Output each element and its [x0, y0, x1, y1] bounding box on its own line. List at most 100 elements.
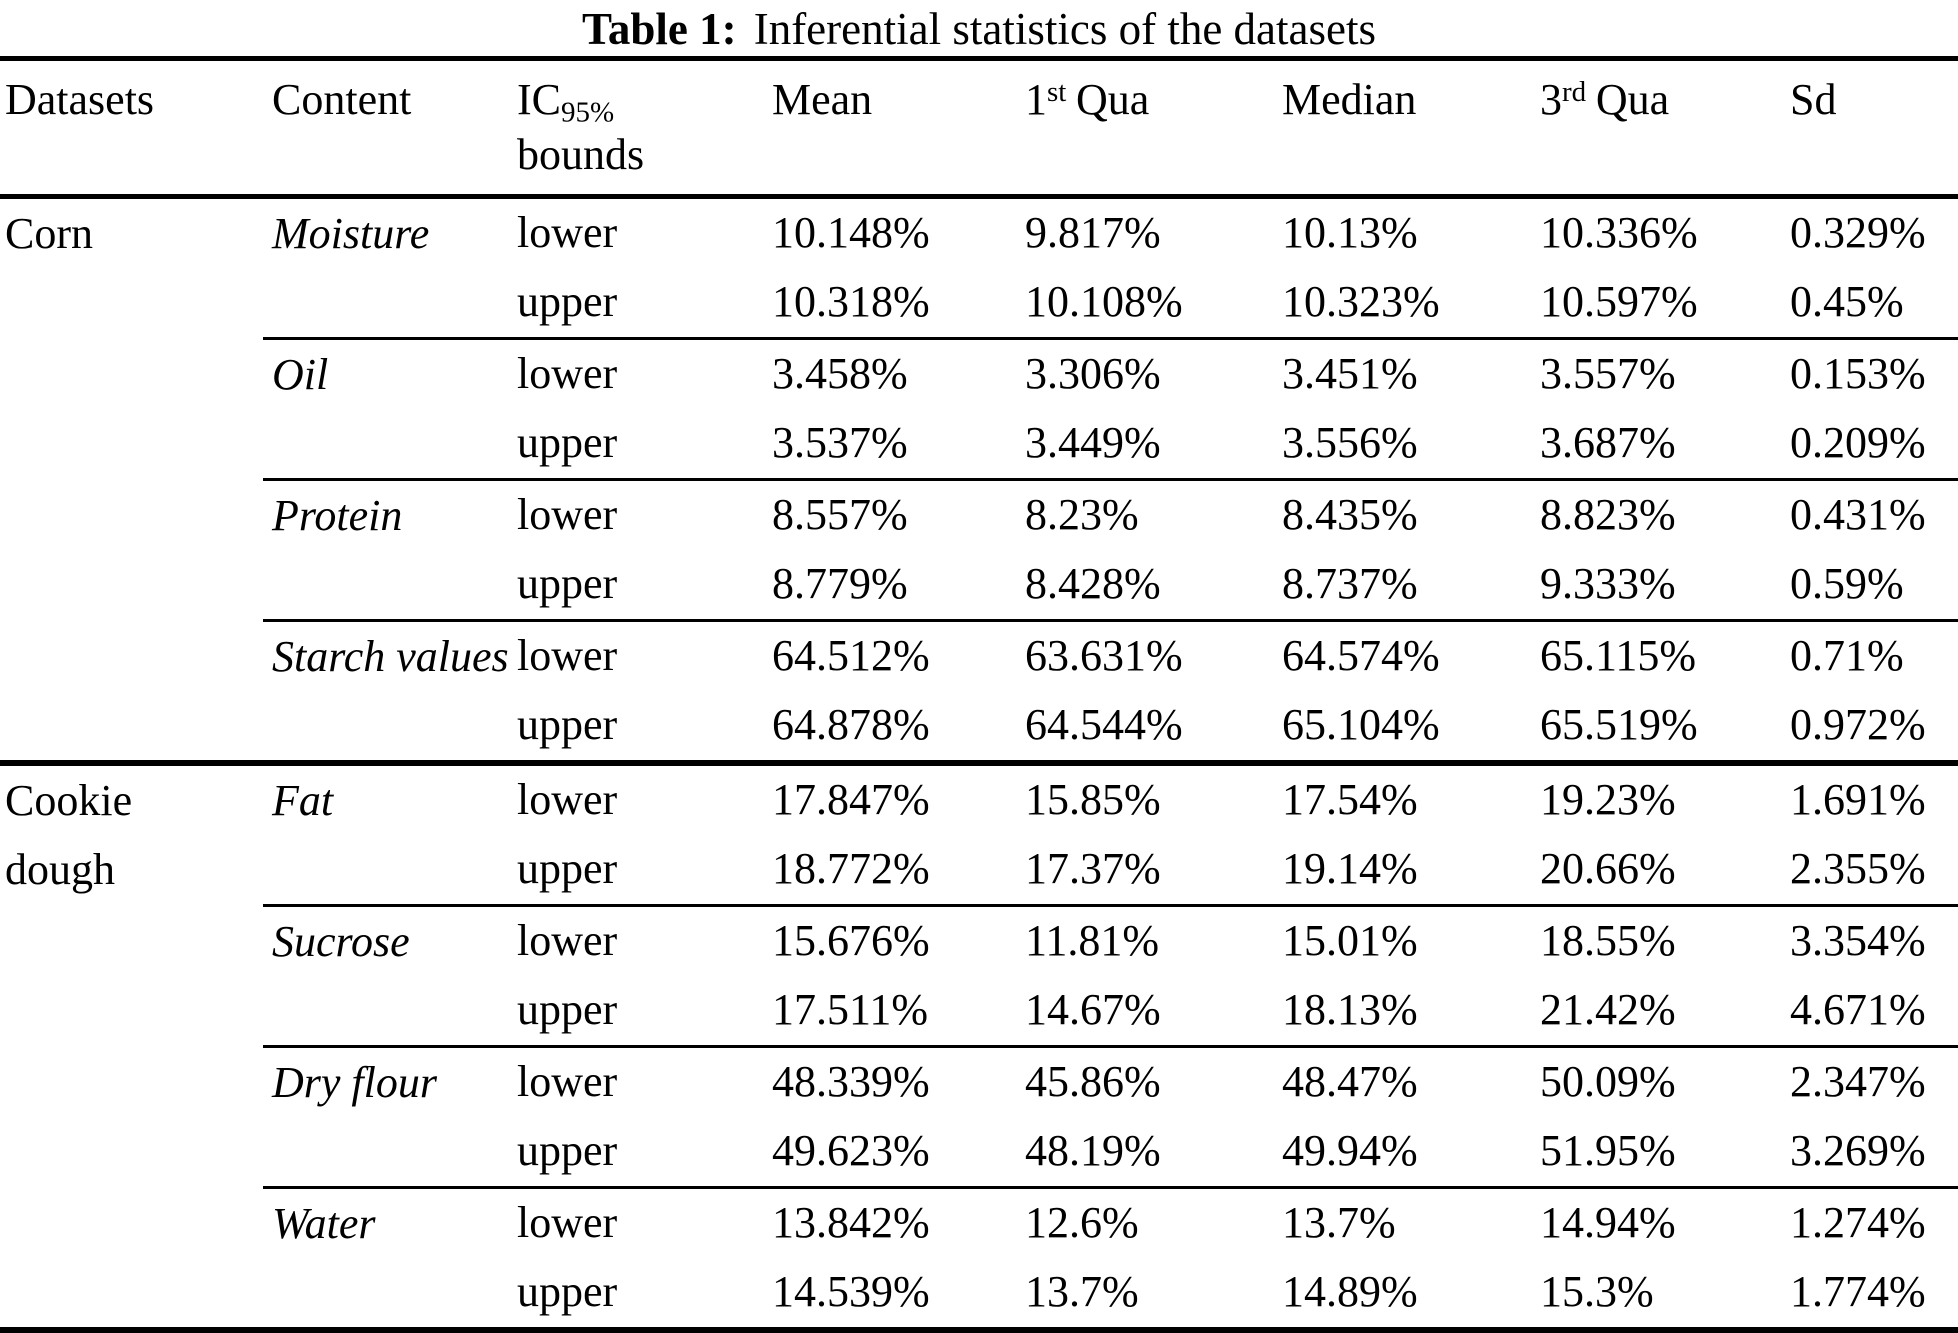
q1-cell: 14.67% [1025, 985, 1161, 1035]
q3-cell: 15.3% [1540, 1267, 1654, 1317]
q3-cell: 21.42% [1540, 985, 1676, 1035]
q1-cell: 17.37% [1025, 844, 1161, 894]
median-cell: 48.47% [1282, 1057, 1418, 1107]
median-cell: 64.574% [1282, 631, 1440, 681]
q1-cell: 3.306% [1025, 349, 1161, 399]
content-name: Moisture [272, 209, 430, 258]
q1-cell: 63.631% [1025, 631, 1183, 681]
content-name: Sucrose [272, 917, 410, 966]
top-rule [0, 56, 1958, 61]
content-name: Oil [272, 350, 329, 399]
q1-cell: 9.817% [1025, 208, 1161, 258]
q3-cell: 9.333% [1540, 559, 1676, 609]
sd-cell: 0.209% [1790, 418, 1926, 468]
median-cell: 3.451% [1282, 349, 1418, 399]
q3-cell: 3.557% [1540, 349, 1676, 399]
mean-cell: 8.557% [772, 490, 908, 540]
header-q1-base: 1 [1025, 75, 1047, 124]
median-cell: 8.435% [1282, 490, 1418, 540]
header-ic-line2: bounds [517, 129, 645, 179]
header-ic-subscript: 95% [561, 96, 615, 129]
median-cell: 17.54% [1282, 775, 1418, 825]
bound-cell: upper [517, 700, 618, 750]
q1-cell: 3.449% [1025, 418, 1161, 468]
q1-cell: 15.85% [1025, 775, 1161, 825]
median-cell: 8.737% [1282, 559, 1418, 609]
bound-cell: upper [517, 418, 618, 468]
bound-cell: lower [517, 916, 618, 966]
sd-cell: 0.59% [1790, 559, 1904, 609]
table-caption: Table 1: Inferential statistics of the da… [0, 0, 1958, 56]
header-q3-superscript: rd [1562, 75, 1587, 108]
mean-cell: 14.539% [772, 1267, 930, 1317]
bottom-rule [0, 1327, 1958, 1333]
q1-cell: 11.81% [1025, 916, 1160, 966]
median-cell: 13.7% [1282, 1198, 1396, 1248]
mean-cell: 49.623% [772, 1126, 930, 1176]
mean-cell: 10.148% [772, 208, 930, 258]
mean-cell: 13.842% [772, 1198, 930, 1248]
header-q1-word: Qua [1076, 75, 1150, 124]
content-name: Starch values [272, 632, 509, 681]
q3-cell: 3.687% [1540, 418, 1676, 468]
q1-cell: 10.108% [1025, 277, 1183, 327]
content-name: Water [272, 1199, 376, 1248]
sd-cell: 0.45% [1790, 277, 1904, 327]
mean-cell: 64.878% [772, 700, 930, 750]
mean-cell: 3.537% [772, 418, 908, 468]
mean-cell: 64.512% [772, 631, 930, 681]
mean-cell: 17.511% [772, 985, 929, 1035]
sd-cell: 2.355% [1790, 844, 1926, 894]
bound-cell: lower [517, 631, 618, 681]
median-cell: 3.556% [1282, 418, 1418, 468]
q3-cell: 65.519% [1540, 700, 1698, 750]
section-corn: Corn Moisture lower 10.148% 9.817% 10.13… [0, 199, 1958, 760]
q1-cell: 8.428% [1025, 559, 1161, 609]
median-cell: 65.104% [1282, 700, 1440, 750]
sd-cell: 0.153% [1790, 349, 1926, 399]
bound-cell: lower [517, 490, 618, 540]
group-protein: Protein lower 8.557% 8.23% 8.435% 8.823%… [272, 481, 1958, 619]
group-oil: Oil lower 3.458% 3.306% 3.451% 3.557% 0.… [272, 340, 1958, 478]
q3-cell: 19.23% [1540, 775, 1676, 825]
sd-cell: 3.269% [1790, 1126, 1926, 1176]
q3-cell: 8.823% [1540, 490, 1676, 540]
group-separator-rule [263, 478, 1958, 481]
header-rule [0, 194, 1958, 199]
q1-cell: 64.544% [1025, 700, 1183, 750]
q1-cell: 13.7% [1025, 1267, 1139, 1317]
bound-cell: upper [517, 985, 618, 1035]
header-3rd-qua: 3rd Qua [1540, 75, 1790, 194]
bound-cell: upper [517, 277, 618, 327]
q3-cell: 50.09% [1540, 1057, 1676, 1107]
bound-cell: upper [517, 1267, 618, 1317]
sd-cell: 4.671% [1790, 985, 1926, 1035]
sd-cell: 1.774% [1790, 1267, 1926, 1317]
content-name: Protein [272, 491, 403, 540]
mean-cell: 10.318% [772, 277, 930, 327]
mean-cell: 8.779% [772, 559, 908, 609]
dataset-label-corn: Corn [0, 199, 272, 760]
median-cell: 19.14% [1282, 844, 1418, 894]
group-separator-rule [263, 1186, 1958, 1189]
q3-cell: 10.597% [1540, 277, 1698, 327]
content-name: Fat [272, 776, 334, 825]
group-moisture: Moisture lower 10.148% 9.817% 10.13% 10.… [272, 199, 1958, 337]
median-cell: 14.89% [1282, 1267, 1418, 1317]
bound-cell: upper [517, 1126, 618, 1176]
bound-cell: upper [517, 559, 618, 609]
sd-cell: 3.354% [1790, 916, 1926, 966]
median-cell: 10.323% [1282, 277, 1440, 327]
mean-cell: 18.772% [772, 844, 930, 894]
table-caption-number: Table 1: [581, 4, 737, 54]
header-median: Median [1282, 75, 1417, 124]
header-q1-superscript: st [1047, 75, 1067, 108]
dataset-name: Corn [5, 209, 93, 258]
section-cookie-dough: Cookie dough Fat lower 17.847% 15.85% 17… [0, 766, 1958, 1327]
dataset-name: Cookie dough [5, 776, 133, 894]
group-starch-values: Starch values lower 64.512% 63.631% 64.5… [272, 622, 1958, 760]
header-q3-base: 3 [1540, 75, 1562, 124]
header-mean: Mean [772, 75, 873, 124]
q3-cell: 20.66% [1540, 844, 1676, 894]
